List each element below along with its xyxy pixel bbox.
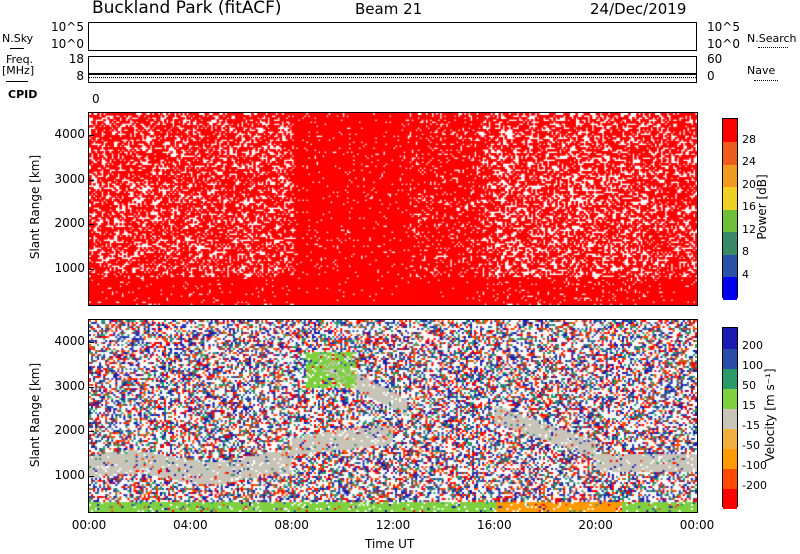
velocity-colorbar-tick: -50 xyxy=(742,439,760,452)
velocity-colorbar-tick: -200 xyxy=(742,479,767,492)
velocity-ytick-label: 4000 xyxy=(54,334,85,349)
velocity-ytick-mark xyxy=(89,386,94,388)
velocity-heatmap xyxy=(89,320,697,512)
power-colorbar-tick: 24 xyxy=(742,155,756,168)
velocity-colorbar-ticks: -200 -100 -50 -15 15 50 100 200 xyxy=(740,327,776,507)
nsky-panel xyxy=(88,22,697,51)
power-colorbar-tick: 20 xyxy=(742,177,756,191)
power-colorbar-segment xyxy=(723,254,737,277)
velocity-colorbar-tick: -100 xyxy=(742,459,767,472)
velocity-colorbar-segment xyxy=(723,448,737,469)
cpid-label: CPID xyxy=(8,88,38,101)
power-ytick-label: 2000 xyxy=(54,216,85,231)
power-colorbar-tick: 28 xyxy=(742,132,756,146)
velocity-colorbar-segment xyxy=(723,408,737,429)
nsky-legend-line xyxy=(10,48,24,49)
nave-label: Nave xyxy=(747,64,776,77)
velocity-ytick-mark xyxy=(89,431,94,433)
power-ytick-mark xyxy=(89,224,94,226)
date-title: 24/Dec/2019 xyxy=(590,0,687,18)
power-panel-frame xyxy=(88,112,698,306)
nsearch-legend-line xyxy=(758,47,788,48)
power-colorbar-label: Power [dB] xyxy=(755,174,769,240)
power-ytick-mark xyxy=(89,135,94,137)
velocity-colorbar-tick: -15 xyxy=(742,419,760,432)
power-colorbar-segment xyxy=(723,186,737,210)
nave-line xyxy=(89,77,696,78)
velocity-colorbar-segment xyxy=(723,428,737,449)
velocity-colorbar-segment xyxy=(723,488,737,509)
time-xtick-label: 04:00 xyxy=(173,518,208,532)
time-xtick-label: 00:00 xyxy=(71,518,107,532)
velocity-colorbar xyxy=(722,327,738,509)
time-xtick-label: 08:00 xyxy=(274,518,309,532)
velocity-ytick-mark xyxy=(89,342,94,344)
velocity-colorbar-segment xyxy=(723,368,737,389)
nsky-tick-top: 10^5 xyxy=(51,20,84,34)
nsky-label: N.Sky xyxy=(2,32,34,45)
velocity-ytick-label: 1000 xyxy=(54,467,85,482)
power-ytick-mark xyxy=(89,179,94,181)
power-colorbar-segment xyxy=(723,141,737,165)
power-colorbar-segment xyxy=(723,164,737,187)
velocity-colorbar-tick: 15 xyxy=(742,399,756,412)
velocity-ytick-label: 2000 xyxy=(54,423,85,438)
velocity-panel-frame xyxy=(88,319,698,513)
power-colorbar-tick: 12 xyxy=(742,222,756,236)
power-colorbar-segment xyxy=(723,119,737,142)
power-colorbar-tick: 16 xyxy=(742,200,756,213)
freq-legend-line xyxy=(6,81,28,82)
freq-line xyxy=(89,73,696,75)
nave-tick-bottom: 0 xyxy=(707,69,715,83)
time-xtick-label: 20:00 xyxy=(578,518,613,532)
time-xtick-label: 00:00 xyxy=(679,518,715,532)
velocity-colorbar-segment xyxy=(723,388,737,409)
power-colorbar-tick: 4 xyxy=(742,267,749,281)
freq-tick-top: 18 xyxy=(68,52,84,66)
velocity-colorbar-segment xyxy=(723,348,737,369)
freq-label-line2: [MHz] xyxy=(2,64,35,77)
power-colorbar-segment xyxy=(723,231,737,255)
beam-title: Beam 21 xyxy=(355,0,423,18)
velocity-colorbar-segment xyxy=(723,468,737,489)
velocity-colorbar-tick: 200 xyxy=(742,339,763,352)
velocity-ylabel: Slant Range [km] xyxy=(28,362,42,468)
power-ytick-mark xyxy=(89,268,94,270)
power-ytick-label: 3000 xyxy=(54,171,85,186)
velocity-colorbar-label: Velocity [m s⁻¹] xyxy=(763,368,777,462)
power-ytick-label: 1000 xyxy=(54,260,85,275)
velocity-colorbar-segment xyxy=(723,328,737,349)
station-title: Buckland Park (fitACF) xyxy=(92,0,282,18)
time-xtick-label: 12:00 xyxy=(375,518,411,532)
freq-label-line1: Freq. xyxy=(6,53,34,66)
power-colorbar-tick: 8 xyxy=(742,245,749,258)
power-colorbar-segment xyxy=(723,209,737,232)
power-colorbar-segment xyxy=(723,276,737,300)
power-heatmap xyxy=(89,113,697,305)
velocity-xlabel: Time UT xyxy=(365,537,415,551)
power-colorbar xyxy=(722,118,738,300)
velocity-ytick-mark xyxy=(89,475,94,477)
velocity-ytick-label: 3000 xyxy=(54,378,85,393)
power-ylabel: Slant Range [km] xyxy=(28,154,42,260)
cpid-value: 0 xyxy=(92,92,100,106)
nsky-tick-bottom: 10^0 xyxy=(51,37,84,51)
nsearch-label: N.Search xyxy=(747,32,797,45)
time-xtick-label: 16:00 xyxy=(477,518,512,532)
nsearch-tick-bottom: 10^0 xyxy=(707,37,740,51)
nave-legend-line xyxy=(754,80,778,81)
freq-tick-bottom: 8 xyxy=(76,69,84,83)
nsearch-tick-top: 10^5 xyxy=(707,20,740,34)
nave-tick-top: 60 xyxy=(707,52,723,66)
power-colorbar-ticks: 4 8 12 16 20 24 28 xyxy=(740,118,770,298)
velocity-axis xyxy=(0,0,1,1)
power-ytick-label: 4000 xyxy=(54,127,85,142)
freq-panel xyxy=(88,56,697,83)
velocity-colorbar-tick: 100 xyxy=(742,359,763,372)
velocity-colorbar-tick: 50 xyxy=(742,379,756,392)
